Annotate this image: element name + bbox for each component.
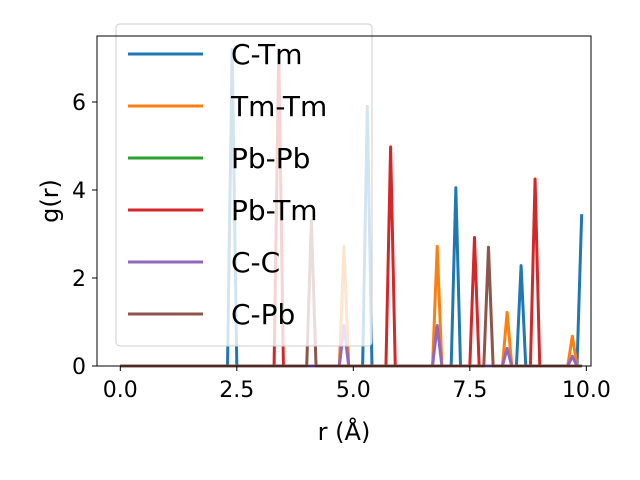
legend-label: Pb-Tm <box>231 194 318 227</box>
x-tick-label: 10.0 <box>562 378 611 403</box>
y-tick-label: 6 <box>72 91 86 116</box>
y-tick-label: 2 <box>72 267 86 292</box>
x-tick-label: 5.0 <box>336 378 371 403</box>
y-tick-label: 0 <box>72 355 86 380</box>
legend-label: C-Pb <box>231 298 295 331</box>
legend: C-Tm Tm-Tm Pb-Pb Pb-Tm C-C C-Pb <box>115 23 373 347</box>
y-axis-label: g(r) <box>36 179 64 223</box>
axes-frame <box>96 35 592 367</box>
legend-label: Tm-Tm <box>230 90 327 123</box>
y-tick-label: 4 <box>72 179 86 204</box>
legend-label: C-Tm <box>231 38 302 71</box>
ticks: 0.0 2.5 5.0 7.5 10.0 0 2 4 6 <box>72 91 611 403</box>
x-axis-label: r (Å) <box>318 417 371 446</box>
legend-label: C-C <box>231 246 280 279</box>
x-tick-label: 0.0 <box>103 378 138 403</box>
legend-label: Pb-Pb <box>231 142 310 175</box>
x-tick-label: 2.5 <box>219 378 254 403</box>
x-tick-label: 7.5 <box>452 378 487 403</box>
